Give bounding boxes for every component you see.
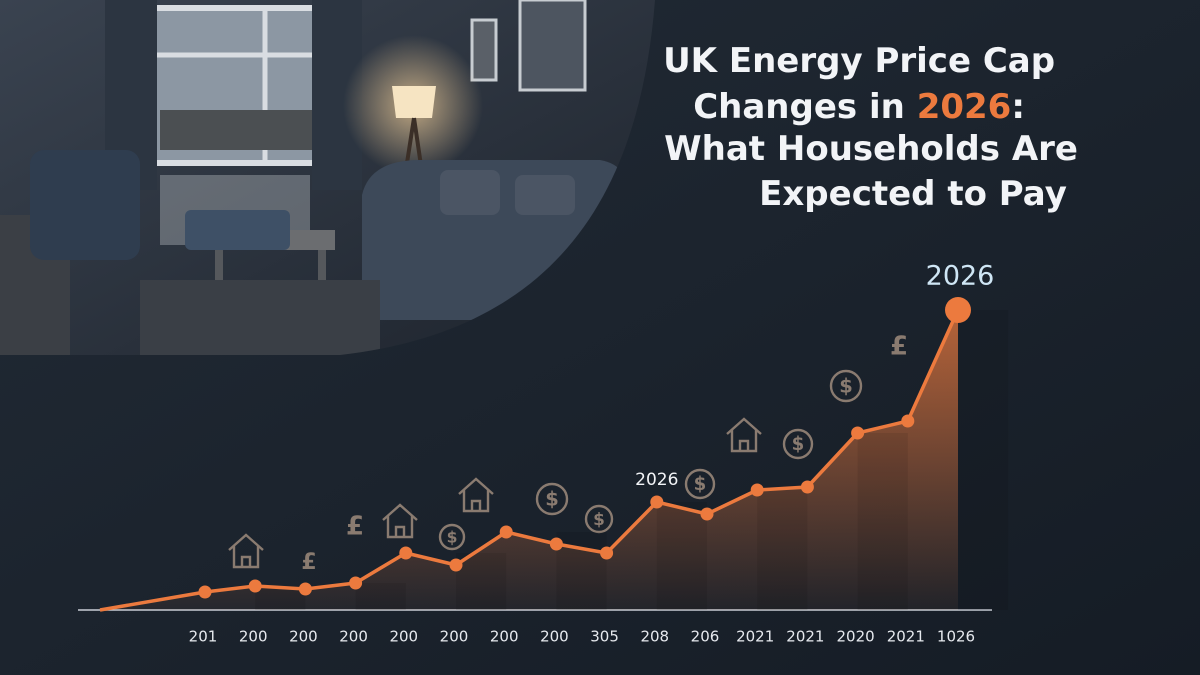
point [198,585,212,599]
point [449,558,463,572]
dollar-icon [535,482,569,516]
x-tick-label: 1026 [937,628,975,646]
area-band [456,553,507,610]
room-photo [0,0,655,355]
chart-title: UK Energy Price Cap Changes in 2026: Wha… [663,41,1090,214]
house-icon [228,533,264,569]
x-tick-label: 201 [189,628,218,646]
x-tick-label: 208 [640,628,669,646]
area [100,310,958,610]
dollar-symbol: $ [545,488,559,511]
dollar-symbol: $ [792,434,805,455]
dollar-symbol: $ [839,375,853,398]
annotation: 2026 [635,470,678,490]
point [650,495,664,509]
x-tick-label: 200 [339,628,368,646]
x-tick-label: 2021 [736,628,774,646]
x-tick-label: 200 [540,628,569,646]
annotation: 2026 [926,261,995,292]
area-band [958,310,1009,610]
x-tick-label: 305 [590,628,619,646]
dollar-icon [782,428,814,460]
title-part: Changes in [693,87,916,127]
title-line: UK Energy Price Cap [663,41,1055,81]
pound-icon: £ [301,550,316,575]
area-band [757,490,808,610]
point [800,480,814,494]
dollar-symbol: $ [694,474,707,495]
title-part: : [1011,87,1025,127]
point [298,582,312,596]
house-icon [458,477,494,513]
pound-icon: £ [890,332,908,362]
dollar-icon [438,523,466,551]
area-band [857,433,908,610]
point [700,507,714,521]
x-tick-label: 200 [440,628,469,646]
area-band [656,502,707,610]
dollar-icon [684,468,716,500]
point [499,525,513,539]
title-line: Changes in 2026: [693,87,1025,127]
point [549,537,563,551]
icons: £ £ £ $ $ $ $ $ $ [228,332,908,575]
pound-icon: £ [346,512,364,542]
x-tick-label: 2020 [837,628,875,646]
house-icon [382,503,418,539]
point [851,426,865,440]
x-tick-label: 200 [490,628,519,646]
title-line: Expected to Pay [759,174,1067,214]
dollar-symbol: $ [593,509,605,529]
dollar-icon [584,504,614,534]
area-band [355,583,406,610]
point [399,546,413,560]
point [248,579,262,593]
x-tick-label: 200 [289,628,318,646]
x-tick-label: 2021 [786,628,824,646]
point [945,297,971,323]
point [750,483,764,497]
point [901,414,915,428]
house-icon [726,417,762,453]
x-tick-label: 206 [691,628,720,646]
dollar-icon [829,369,863,403]
title-line: What Households Are [664,129,1078,169]
point [349,576,363,590]
dollar-symbol: $ [447,529,458,547]
x-tick-label: 2021 [887,628,925,646]
point [600,546,614,560]
x-tick-label: 200 [239,628,268,646]
x-tick-label: 200 [389,628,418,646]
title-highlight: 2026 [917,87,1012,127]
